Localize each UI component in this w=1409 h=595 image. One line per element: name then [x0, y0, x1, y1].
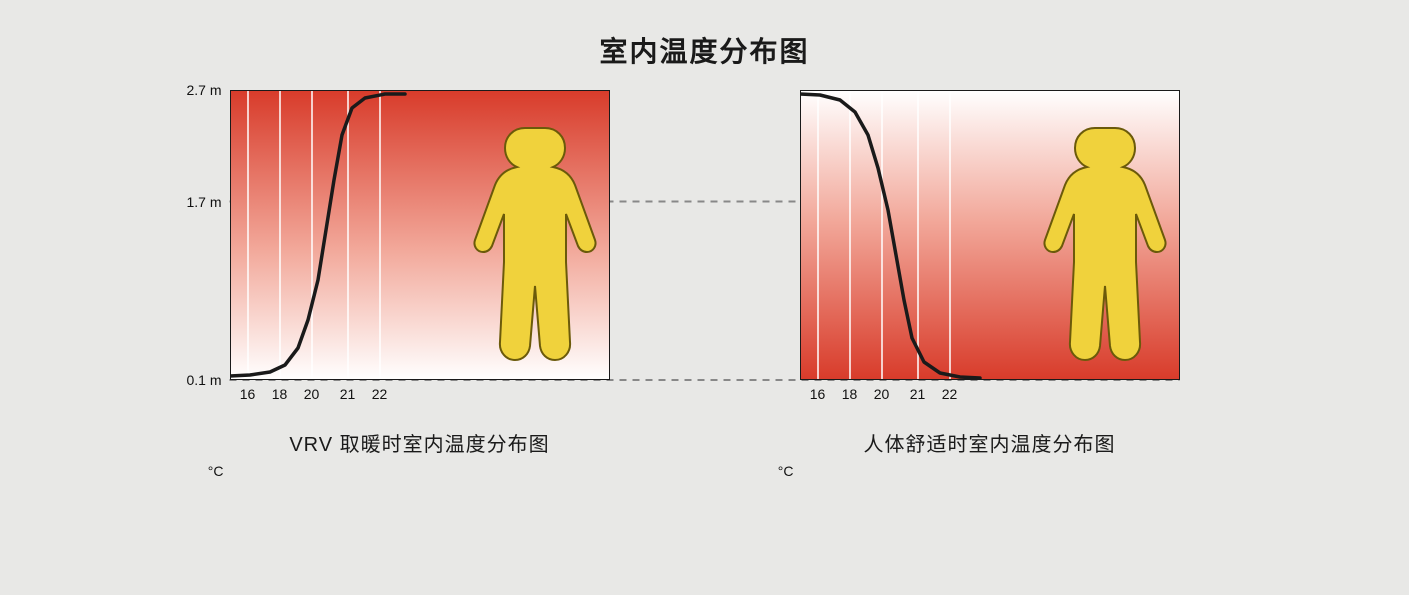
- x-axis-label: 20: [304, 386, 320, 402]
- page-title: 室内温度分布图: [0, 0, 1409, 90]
- x-axis-unit-right: °C: [778, 463, 794, 479]
- chart-left-svg: [230, 90, 610, 380]
- x-axis-label: 16: [810, 386, 826, 402]
- chart-right-caption: 人体舒适时室内温度分布图: [800, 428, 1180, 457]
- y-axis-label: 1.7 m: [186, 194, 221, 210]
- x-axis-label: 22: [942, 386, 958, 402]
- chart-left: °C VRV 取暖时室内温度分布图 2.7 m1.7 m0.1 m1618202…: [230, 90, 610, 457]
- x-axis-label: 21: [340, 386, 356, 402]
- x-axis-label: 16: [240, 386, 256, 402]
- horizontal-dashed-guides: [0, 90, 1409, 382]
- x-axis-unit-left: °C: [208, 463, 224, 479]
- x-axis-label: 22: [372, 386, 388, 402]
- chart-left-caption: VRV 取暖时室内温度分布图: [230, 428, 610, 457]
- charts-container: °C VRV 取暖时室内温度分布图 2.7 m1.7 m0.1 m1618202…: [0, 90, 1409, 457]
- x-axis-label: 18: [272, 386, 288, 402]
- y-axis-label: 2.7 m: [186, 82, 221, 98]
- x-axis-label: 18: [842, 386, 858, 402]
- chart-right: °C 人体舒适时室内温度分布图 1618202122: [800, 90, 1180, 457]
- x-axis-label: 21: [910, 386, 926, 402]
- chart-right-svg: [800, 90, 1180, 380]
- y-axis-label: 0.1 m: [186, 372, 221, 388]
- x-axis-label: 20: [874, 386, 890, 402]
